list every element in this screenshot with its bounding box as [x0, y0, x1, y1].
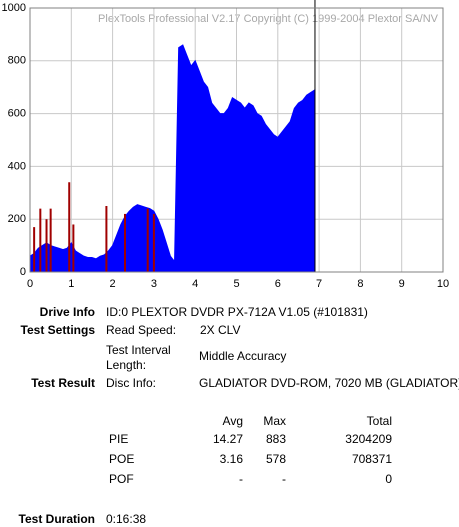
info-text: -	[239, 472, 243, 486]
x-tick-label: 10	[437, 278, 449, 290]
x-tick-label: 0	[27, 278, 33, 290]
info-text: Drive Info	[39, 305, 95, 319]
x-tick-label: 5	[233, 278, 239, 290]
y-tick-label: 600	[8, 108, 26, 120]
info-text: Disc Info:	[106, 376, 157, 390]
info-text: 578	[265, 452, 286, 466]
x-tick-label: 8	[357, 278, 363, 290]
info-text: 708371	[351, 452, 392, 466]
info-text: Test Result	[31, 376, 95, 390]
y-tick-label: 800	[8, 55, 26, 67]
info-text: Avg	[222, 414, 243, 428]
info-text: 3.16	[219, 452, 243, 466]
y-tick-label: 200	[8, 213, 26, 225]
y-tick-label: 0	[20, 266, 26, 278]
y-tick-label: 1000	[2, 2, 26, 14]
info-text: 2X CLV	[200, 323, 241, 337]
x-tick-label: 6	[275, 278, 281, 290]
x-tick-label: 4	[192, 278, 198, 290]
x-tick-label: 9	[399, 278, 405, 290]
area	[29, 44, 316, 273]
info-text: 3204209	[345, 432, 392, 446]
y-tick-label: 400	[8, 160, 26, 172]
info-text: POE	[109, 452, 135, 466]
x-tick-label: 7	[316, 278, 322, 290]
x-tick-label: 2	[110, 278, 116, 290]
info-text: 0:16:38	[106, 512, 147, 526]
info-text: 883	[265, 432, 286, 446]
info-text: Total	[366, 414, 392, 428]
x-tick-label: 1	[68, 278, 74, 290]
info-text: Test Interval Length:	[106, 343, 171, 372]
info-text: 14.27	[212, 432, 243, 446]
x-tick-label: 3	[151, 278, 157, 290]
info-text: Max	[263, 414, 286, 428]
info-text: POF	[109, 472, 134, 486]
info-text: Test Duration	[18, 512, 95, 526]
info-text: Test Settings	[20, 323, 95, 337]
info-text: GLADIATOR DVD-ROM, 7020 MB (GLADIATOR)	[199, 376, 459, 390]
info-text: Middle Accuracy	[199, 349, 287, 363]
info-text: Read Speed:	[106, 323, 177, 337]
info-text: -	[282, 472, 286, 486]
watermark: PlexTools Professional V2.17 Copyright (…	[98, 13, 439, 25]
info-text: ID:0 PLEXTOR DVDR PX-712A V1.05 (#101831…	[106, 305, 368, 319]
info-text: 0	[385, 472, 392, 486]
chart: PlexTools Professional V2.17 Copyright (…	[2, 0, 449, 290]
plot-frame	[29, 7, 444, 273]
info-text: PIE	[109, 432, 129, 446]
